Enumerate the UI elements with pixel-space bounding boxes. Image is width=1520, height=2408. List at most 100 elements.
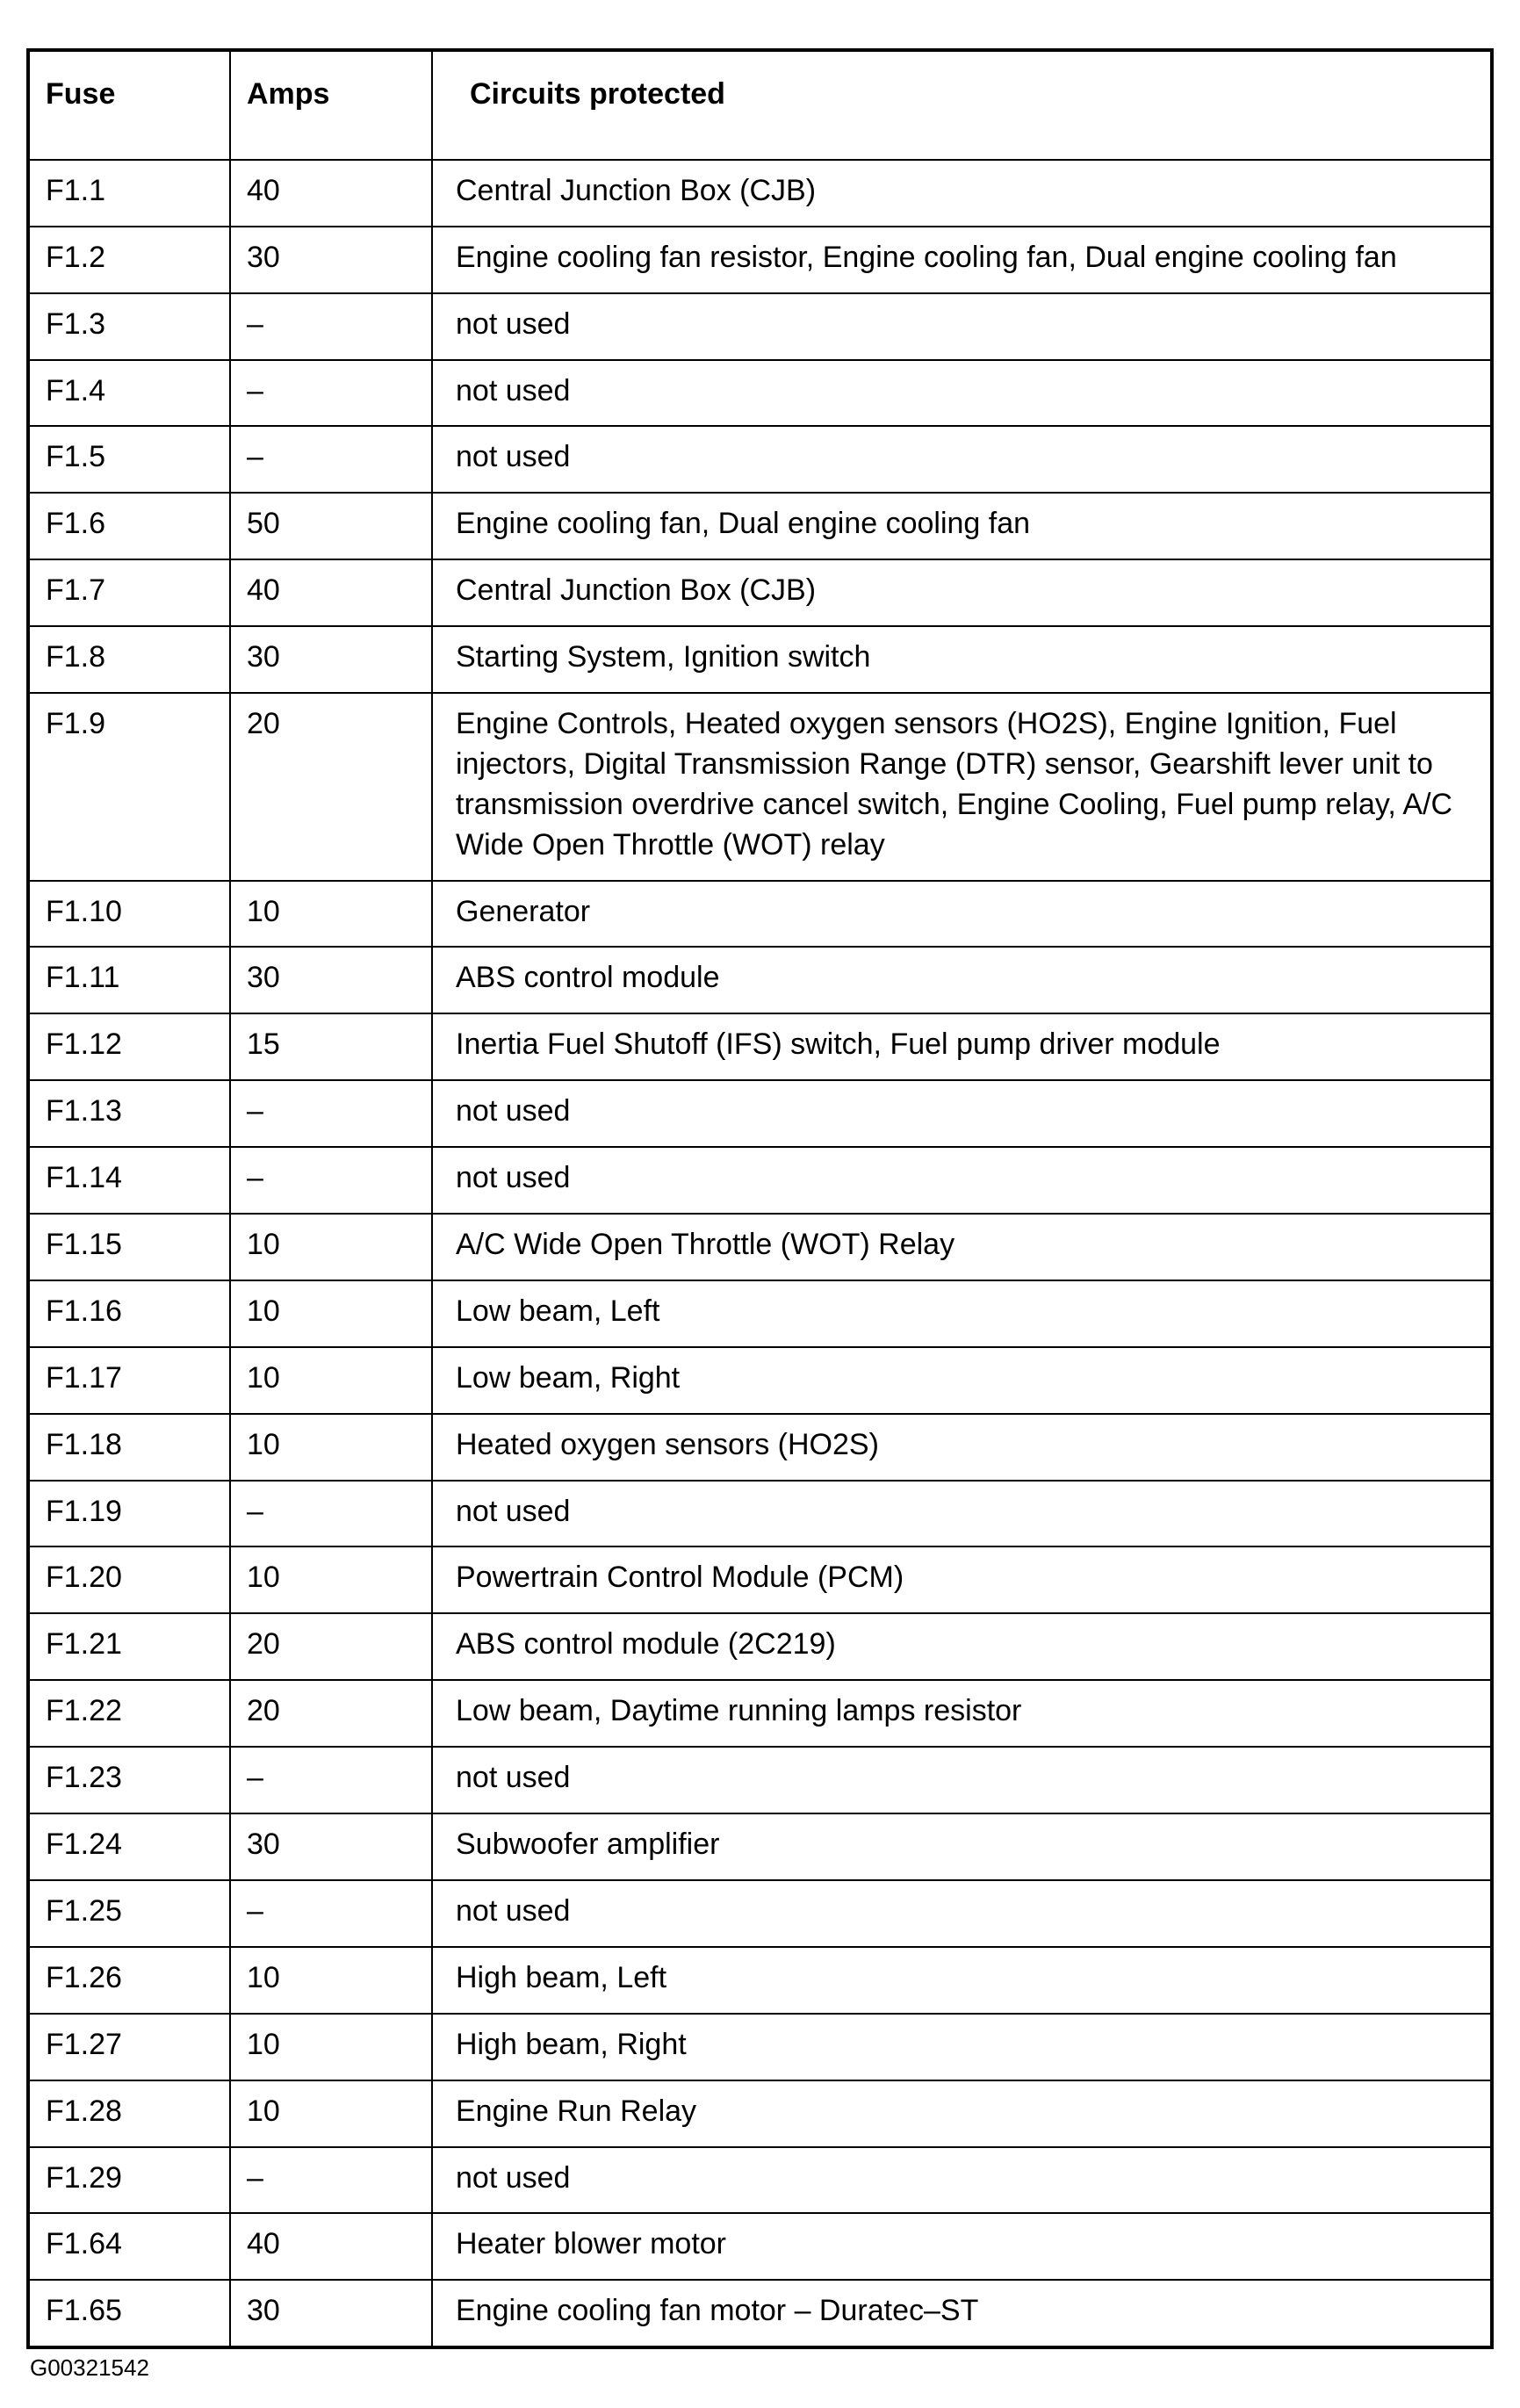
cell-circuits: Heated oxygen sensors (HO2S)	[432, 1414, 1492, 1481]
cell-circuits: not used	[432, 1747, 1492, 1813]
cell-fuse: F1.13	[28, 1080, 230, 1147]
cell-amps: 10	[230, 1280, 432, 1347]
table-row: F1.19–not used	[28, 1481, 1492, 1547]
cell-fuse: F1.29	[28, 2147, 230, 2214]
cell-amps: –	[230, 1080, 432, 1147]
cell-fuse: F1.65	[28, 2280, 230, 2347]
cell-circuits: not used	[432, 1080, 1492, 1147]
cell-amps: 10	[230, 1546, 432, 1613]
cell-fuse: F1.5	[28, 426, 230, 493]
cell-fuse: F1.9	[28, 693, 230, 881]
table-row: F1.830Starting System, Ignition switch	[28, 626, 1492, 693]
cell-circuits: not used	[432, 1147, 1492, 1214]
cell-amps: 50	[230, 493, 432, 559]
table-row: F1.14–not used	[28, 1147, 1492, 1214]
cell-circuits: Engine cooling fan, Dual engine cooling …	[432, 493, 1492, 559]
cell-amps: –	[230, 1880, 432, 1947]
cell-amps: 30	[230, 1813, 432, 1880]
cell-circuits: Central Junction Box (CJB)	[432, 160, 1492, 227]
cell-fuse: F1.3	[28, 293, 230, 360]
cell-circuits: not used	[432, 426, 1492, 493]
cell-circuits: Engine cooling fan motor – Duratec–ST	[432, 2280, 1492, 2347]
cell-fuse: F1.21	[28, 1613, 230, 1680]
table-row: F1.2810Engine Run Relay	[28, 2080, 1492, 2147]
cell-amps: 10	[230, 2014, 432, 2080]
cell-amps: 10	[230, 1947, 432, 2014]
cell-amps: 20	[230, 1613, 432, 1680]
cell-fuse: F1.12	[28, 1013, 230, 1080]
table-row: F1.1010Generator	[28, 881, 1492, 948]
cell-circuits: Central Junction Box (CJB)	[432, 559, 1492, 626]
cell-amps: 20	[230, 1680, 432, 1747]
table-row: F1.1710Low beam, Right	[28, 1347, 1492, 1414]
table-row: F1.5–not used	[28, 426, 1492, 493]
cell-fuse: F1.15	[28, 1214, 230, 1280]
cell-circuits: ABS control module (2C219)	[432, 1613, 1492, 1680]
cell-circuits: Subwoofer amplifier	[432, 1813, 1492, 1880]
cell-circuits: Low beam, Right	[432, 1347, 1492, 1414]
table-row: F1.2710High beam, Right	[28, 2014, 1492, 2080]
cell-circuits: High beam, Left	[432, 1947, 1492, 2014]
cell-circuits: ABS control module	[432, 947, 1492, 1013]
cell-amps: 40	[230, 160, 432, 227]
cell-circuits: Heater blower motor	[432, 2213, 1492, 2280]
col-header-amps: Amps	[230, 50, 432, 160]
cell-fuse: F1.8	[28, 626, 230, 693]
table-row: F1.650Engine cooling fan, Dual engine co…	[28, 493, 1492, 559]
cell-circuits: not used	[432, 1880, 1492, 1947]
cell-fuse: F1.18	[28, 1414, 230, 1481]
cell-circuits: Low beam, Left	[432, 1280, 1492, 1347]
cell-fuse: F1.10	[28, 881, 230, 948]
cell-circuits: Engine cooling fan resistor, Engine cool…	[432, 227, 1492, 293]
cell-amps: 10	[230, 2080, 432, 2147]
table-row: F1.1510A/C Wide Open Throttle (WOT) Rela…	[28, 1214, 1492, 1280]
table-row: F1.920Engine Controls, Heated oxygen sen…	[28, 693, 1492, 881]
cell-circuits: not used	[432, 293, 1492, 360]
table-row: F1.6440Heater blower motor	[28, 2213, 1492, 2280]
cell-circuits: not used	[432, 1481, 1492, 1547]
cell-circuits: Generator	[432, 881, 1492, 948]
cell-amps: –	[230, 1747, 432, 1813]
cell-fuse: F1.4	[28, 360, 230, 427]
cell-amps: 30	[230, 227, 432, 293]
cell-fuse: F1.17	[28, 1347, 230, 1414]
cell-fuse: F1.24	[28, 1813, 230, 1880]
table-row: F1.740Central Junction Box (CJB)	[28, 559, 1492, 626]
cell-amps: 10	[230, 1347, 432, 1414]
table-row: F1.2220Low beam, Daytime running lamps r…	[28, 1680, 1492, 1747]
cell-fuse: F1.27	[28, 2014, 230, 2080]
table-row: F1.6530Engine cooling fan motor – Durate…	[28, 2280, 1492, 2347]
cell-amps: 20	[230, 693, 432, 881]
cell-amps: –	[230, 293, 432, 360]
table-row: F1.1810Heated oxygen sensors (HO2S)	[28, 1414, 1492, 1481]
table-row: F1.13–not used	[28, 1080, 1492, 1147]
cell-amps: 30	[230, 947, 432, 1013]
cell-fuse: F1.19	[28, 1481, 230, 1547]
table-row: F1.23–not used	[28, 1747, 1492, 1813]
cell-amps: –	[230, 1147, 432, 1214]
table-row: F1.29–not used	[28, 2147, 1492, 2214]
cell-circuits: not used	[432, 2147, 1492, 2214]
table-row: F1.230Engine cooling fan resistor, Engin…	[28, 227, 1492, 293]
cell-amps: 30	[230, 626, 432, 693]
table-row: F1.2610High beam, Left	[28, 1947, 1492, 2014]
cell-circuits: Low beam, Daytime running lamps resistor	[432, 1680, 1492, 1747]
cell-circuits: High beam, Right	[432, 2014, 1492, 2080]
cell-amps: 10	[230, 881, 432, 948]
cell-fuse: F1.16	[28, 1280, 230, 1347]
cell-circuits: Engine Run Relay	[432, 2080, 1492, 2147]
cell-circuits: Engine Controls, Heated oxygen sensors (…	[432, 693, 1492, 881]
table-row: F1.3–not used	[28, 293, 1492, 360]
cell-fuse: F1.20	[28, 1546, 230, 1613]
cell-circuits: Starting System, Ignition switch	[432, 626, 1492, 693]
cell-fuse: F1.25	[28, 1880, 230, 1947]
cell-fuse: F1.7	[28, 559, 230, 626]
cell-fuse: F1.1	[28, 160, 230, 227]
cell-amps: 15	[230, 1013, 432, 1080]
table-row: F1.4–not used	[28, 360, 1492, 427]
table-row: F1.2120ABS control module (2C219)	[28, 1613, 1492, 1680]
table-row: F1.2010Powertrain Control Module (PCM)	[28, 1546, 1492, 1613]
cell-circuits: Powertrain Control Module (PCM)	[432, 1546, 1492, 1613]
col-header-circuits: Circuits protected	[432, 50, 1492, 160]
cell-fuse: F1.2	[28, 227, 230, 293]
